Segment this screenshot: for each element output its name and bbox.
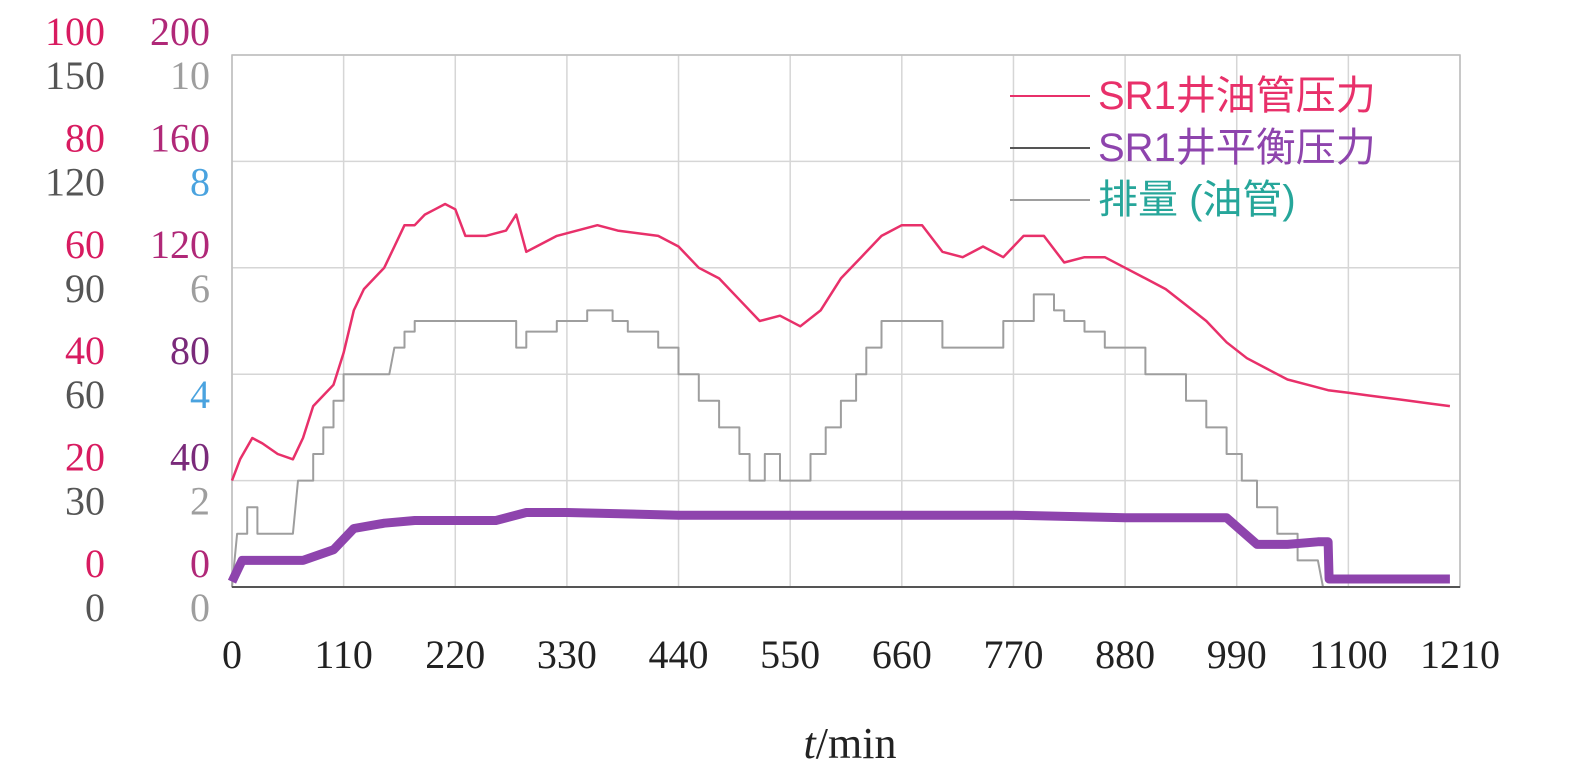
x-tick-label: 440 [649, 632, 709, 677]
y-tick-label: 2 [190, 479, 210, 524]
x-axis-label: t/min [804, 719, 897, 768]
x-axis-label-unit: /min [816, 719, 897, 768]
y-tick-label: 200 [150, 9, 210, 54]
y-tick-label: 30 [65, 479, 105, 524]
y-tick-label: 80 [170, 328, 210, 373]
x-tick-label: 1210 [1420, 632, 1500, 677]
y-tick-label: 100 [45, 9, 105, 54]
x-tick-label: 660 [872, 632, 932, 677]
x-tick-label: 770 [983, 632, 1043, 677]
x-tick-label: 880 [1095, 632, 1155, 677]
x-tick-label: 550 [760, 632, 820, 677]
y-tick-label: 60 [65, 372, 105, 417]
y-tick-label: 0 [85, 541, 105, 586]
y-tick-label: 150 [45, 53, 105, 98]
legend-label: 排量 (油管) [1098, 178, 1296, 222]
x-tick-label: 220 [425, 632, 485, 677]
series-line [230, 202, 1451, 482]
y-tick-label: 8 [190, 159, 210, 204]
y-tick-label: 120 [150, 222, 210, 267]
x-axis: 0 110 220 330 440 550 660 770 880 990 1100 1210 [222, 632, 1500, 677]
y-tick-label: 6 [190, 266, 210, 311]
x-tick-label: 0 [222, 632, 242, 677]
y-tick-label: 0 [190, 585, 210, 630]
y-tick-label: 90 [65, 266, 105, 311]
x-tick-label: 990 [1207, 632, 1267, 677]
y-tick-label: 80 [65, 115, 105, 160]
y-tick-label: 120 [45, 159, 105, 204]
x-tick-label: 330 [537, 632, 597, 677]
y-tick-label: 20 [65, 435, 105, 480]
series-line [231, 293, 1460, 588]
y-tick-label: 60 [65, 222, 105, 267]
x-tick-label: 110 [314, 632, 373, 677]
y-tick-label: 10 [170, 53, 210, 98]
series-line [227, 508, 1450, 584]
y-tick-label: 40 [65, 328, 105, 373]
y-tick-label: 0 [190, 541, 210, 586]
y-axes: 0204060801000408012016020003060901201500… [45, 9, 210, 630]
y-tick-label: 40 [170, 435, 210, 480]
legend-label: SR1井油管压力 [1098, 74, 1376, 118]
series-layer [227, 202, 1460, 588]
x-axis-label-italic: t [804, 719, 818, 768]
y-tick-label: 0 [85, 585, 105, 630]
x-tick-label: 1100 [1309, 632, 1388, 677]
y-tick-label: 4 [190, 372, 210, 417]
legend-label: SR1井平衡压力 [1098, 126, 1376, 170]
y-tick-label: 160 [150, 115, 210, 160]
